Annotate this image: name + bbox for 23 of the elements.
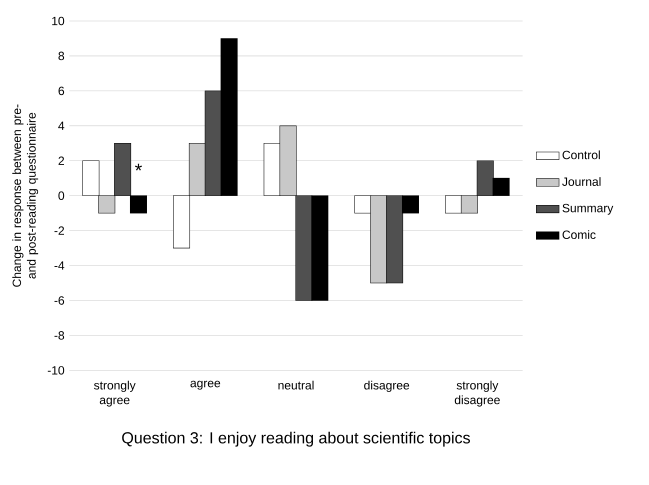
- y-tick-label: 2: [58, 156, 64, 165]
- x-tick-label: agree: [190, 380, 220, 390]
- y-axis-title: Change in response between pre- and post-reading questionnaire: [12, 104, 38, 287]
- legend-label: Journal: [562, 177, 601, 186]
- y-tick-label: 4: [58, 122, 64, 130]
- x-tick-label: strongly disagree: [454, 380, 500, 407]
- x-axis-title: Question 3: I enjoy reading about scientific topics: [122, 432, 470, 447]
- y-tick-label: -4: [54, 261, 64, 270]
- x-tick-label: disagree: [364, 380, 410, 392]
- y-tick-label: 6: [58, 86, 64, 96]
- legend-label: Summary: [562, 204, 614, 215]
- legend-label: Comic: [562, 230, 596, 240]
- y-tick-label: -8: [54, 331, 64, 340]
- y-tick-label: 8: [58, 52, 64, 60]
- legend-label: Control: [562, 150, 600, 160]
- x-tick-label: neutral: [278, 380, 314, 390]
- y-tick-label: -2: [54, 226, 64, 235]
- y-tick-label: -6: [54, 296, 64, 305]
- y-tick-label: -10: [48, 366, 64, 375]
- x-tick-label: strongly agree: [94, 380, 136, 407]
- y-tick-label: 10: [52, 16, 64, 26]
- y-tick-label: 0: [58, 191, 64, 200]
- annotation: *: [135, 164, 142, 171]
